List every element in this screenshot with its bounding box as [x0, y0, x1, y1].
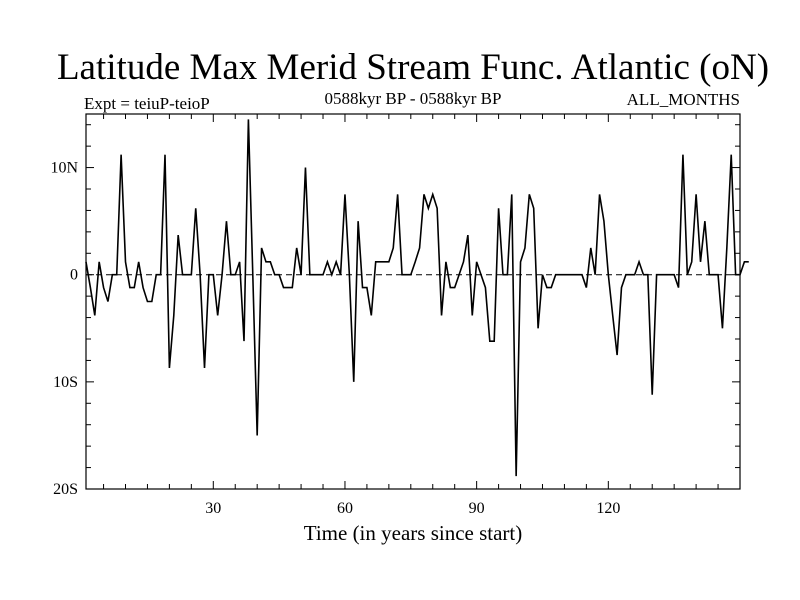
x-tick-label: 120 — [596, 500, 620, 517]
series-line — [85, 119, 749, 477]
x-tick-label: 60 — [337, 500, 353, 517]
y-tick-label: 20S — [53, 481, 78, 498]
period-label: 0588kyr BP - 0588kyr BP — [324, 89, 502, 108]
axes: 30 60 90 120 10N 0 10S 20S — [50, 114, 741, 517]
chart-title: Latitude Max Merid Stream Func. Atlantic… — [56, 47, 770, 88]
x-tick-label: 90 — [469, 500, 485, 517]
experiment-label: Expt = teiuP-teioP — [84, 94, 210, 113]
x-tick-label: 30 — [205, 500, 221, 517]
y-tick-label: 10N — [50, 160, 78, 177]
x-axis-label: Time (in years since start) — [303, 521, 523, 545]
plot-frame — [85, 113, 741, 490]
series-layer — [85, 119, 749, 477]
months-label: ALL_MONTHS — [626, 90, 740, 109]
y-tick-label: 10S — [53, 374, 78, 391]
y-tick-label: 0 — [70, 267, 78, 284]
